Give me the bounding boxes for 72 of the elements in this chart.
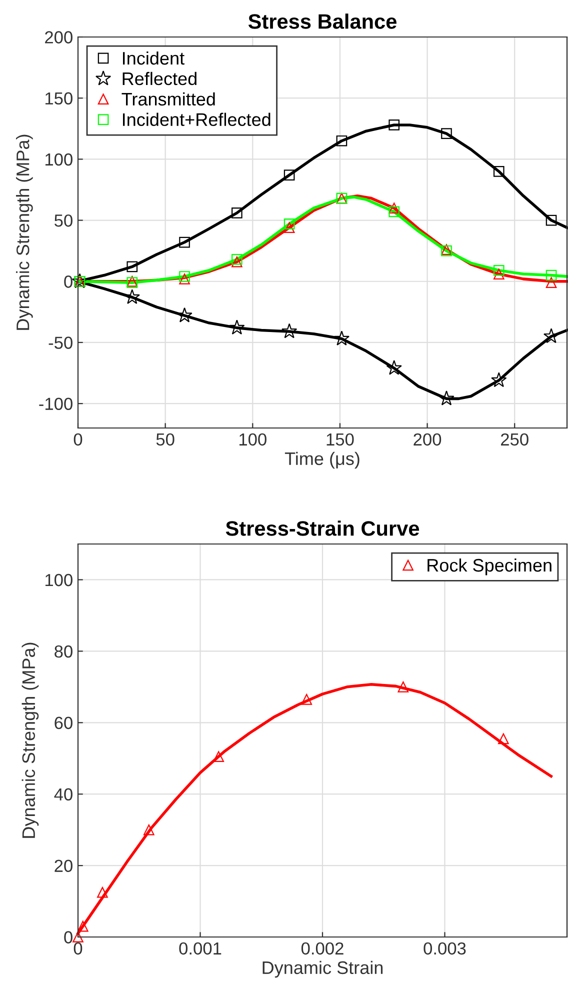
point (493, 268, 504, 280)
x-tick-label: 50 (156, 433, 174, 446)
point (493, 264, 504, 276)
x-tick-label: 0.003 (424, 942, 466, 955)
point (179, 271, 190, 282)
point (229, 320, 245, 335)
point (441, 128, 452, 139)
point (398, 681, 409, 692)
point (232, 254, 242, 265)
y-tick-label: 50 (54, 214, 72, 227)
legend-label: Transmitted (122, 92, 215, 106)
point (77, 920, 88, 932)
point (388, 202, 400, 214)
x-tick-label: 0 (74, 433, 82, 446)
point (493, 166, 504, 177)
point (334, 330, 350, 346)
point (498, 733, 509, 744)
point (386, 360, 402, 375)
point (336, 135, 348, 146)
chart-title: Stress-Strain Curve (226, 520, 420, 536)
legend-label: Incident (123, 51, 184, 65)
point (126, 261, 138, 272)
point (179, 236, 190, 248)
point (143, 824, 154, 836)
y-tick-label: 150 (46, 92, 72, 105)
y-tick-label: 40 (54, 788, 72, 801)
x-tick-label: 250 (501, 433, 528, 446)
point (97, 886, 108, 898)
point (232, 208, 242, 218)
point (284, 218, 295, 230)
y-axis-title: Dynamic Strength (MPa) (16, 134, 33, 330)
x-tick-label: 150 (326, 433, 354, 446)
point (388, 206, 400, 218)
point (124, 289, 140, 304)
legend-label: Rock Specimen (428, 558, 552, 576)
x-tick-label: 0 (74, 942, 82, 955)
point (491, 372, 507, 388)
legend-label: Reflected (122, 72, 196, 86)
y-tick-label: 200 (45, 31, 72, 44)
y-tick-label: 60 (54, 716, 72, 730)
x-tick-label: 0.001 (179, 942, 222, 955)
point (301, 694, 312, 705)
x-axis-title: Time (μs) (284, 452, 360, 469)
point (284, 170, 295, 180)
x-axis-title: Dynamic Strain (262, 960, 383, 978)
point (213, 751, 224, 762)
point (282, 323, 298, 338)
point (438, 390, 454, 406)
y-tick-label: 0 (64, 931, 72, 944)
point (388, 120, 400, 130)
y-tick-label: 20 (54, 860, 72, 872)
y-tick-label: 100 (46, 153, 72, 166)
point (176, 307, 192, 322)
legend-label: Incident+Reflected (123, 112, 270, 126)
x-tick-label: 100 (239, 433, 266, 446)
point (546, 214, 557, 226)
y-tick-label: 0 (64, 276, 72, 288)
point (546, 277, 557, 288)
y-axis-title: Dynamic Strength (MPa) (22, 642, 39, 838)
y-tick-label: 100 (46, 574, 72, 586)
x-tick-label: 200 (414, 433, 442, 446)
chart-title: Stress Balance (248, 14, 396, 29)
point (179, 274, 190, 284)
point (284, 222, 295, 234)
y-tick-label: 80 (54, 645, 72, 658)
point (232, 256, 242, 268)
point (543, 328, 560, 344)
y-tick-label: -50 (48, 336, 72, 349)
point (546, 270, 557, 281)
x-tick-label: 0.002 (301, 942, 344, 955)
y-tick-label: -100 (39, 398, 72, 410)
point (72, 932, 84, 942)
